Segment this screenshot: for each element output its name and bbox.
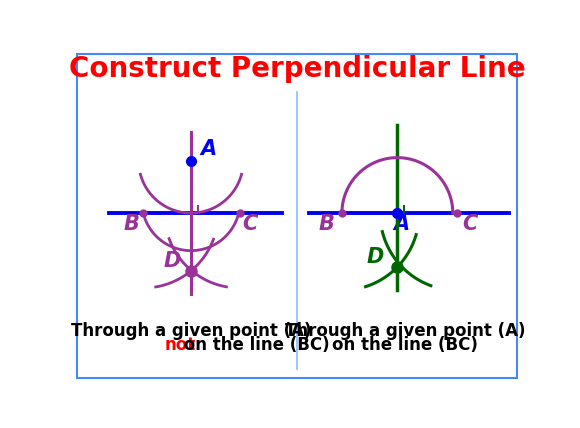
Text: on the line (BC): on the line (BC) (332, 336, 478, 354)
Text: not: not (165, 336, 196, 354)
Text: on the line (BC): on the line (BC) (178, 336, 329, 354)
Text: A: A (200, 139, 216, 158)
Text: A: A (393, 214, 409, 234)
Text: D: D (164, 251, 182, 271)
Text: C: C (242, 214, 257, 234)
Text: B: B (319, 214, 335, 234)
Text: D: D (367, 247, 384, 267)
Text: Construct Perpendicular Line: Construct Perpendicular Line (69, 55, 525, 83)
Text: C: C (462, 214, 477, 234)
Text: Through a given point (A): Through a given point (A) (71, 322, 311, 340)
Text: Through a given point (A): Through a given point (A) (285, 322, 525, 340)
Text: B: B (124, 214, 140, 234)
